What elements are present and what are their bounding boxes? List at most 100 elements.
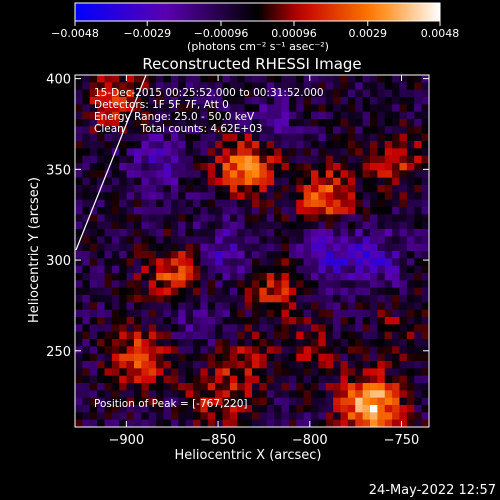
heatmap-cell: [141, 148, 150, 156]
heatmap-cell: [229, 133, 238, 142]
heatmap-cell: [414, 104, 422, 112]
heatmap-cell: [75, 287, 83, 296]
heatmap-cell: [288, 177, 297, 186]
heatmap-cell: [377, 89, 386, 98]
heatmap-cell: [340, 302, 349, 310]
heatmap-cell: [347, 353, 356, 362]
heatmap-cell: [89, 97, 98, 105]
heatmap-cell: [200, 346, 209, 354]
heatmap-cell: [207, 163, 216, 171]
heatmap-cell: [347, 405, 356, 413]
heatmap-cell: [399, 199, 408, 208]
heatmap-cell: [384, 251, 393, 259]
heatmap-cell: [185, 287, 194, 296]
heatmap-cell: [311, 236, 319, 244]
heatmap-cell: [244, 97, 253, 105]
heatmap-cell: [259, 287, 268, 296]
heatmap-cell: [185, 155, 194, 164]
heatmap-cell: [266, 346, 275, 354]
heatmap-cell: [370, 251, 378, 259]
heatmap-cell: [259, 185, 268, 193]
heatmap-cell: [406, 243, 415, 252]
heatmap-cell: [311, 258, 319, 266]
heatmap-cell: [259, 119, 268, 127]
heatmap-cell: [252, 177, 260, 186]
heatmap-cell: [134, 309, 142, 318]
heatmap-cell: [215, 185, 223, 193]
heatmap-cell: [318, 390, 327, 398]
heatmap-cell: [252, 390, 260, 398]
heatmap-cell: [399, 214, 408, 222]
heatmap-cell: [274, 317, 282, 325]
heatmap-cell: [119, 280, 127, 288]
heatmap-cell: [200, 368, 209, 376]
heatmap-cell: [111, 368, 120, 376]
heatmap-cell: [185, 361, 194, 369]
heatmap-cell: [252, 339, 260, 347]
heatmap-cell: [392, 126, 400, 134]
heatmap-cell: [399, 207, 408, 215]
heatmap-cell: [259, 207, 268, 215]
heatmap-cell: [303, 185, 312, 193]
heatmap-cell: [421, 163, 429, 171]
heatmap-cell: [163, 339, 172, 347]
colorbar-tick-label: 0.00096: [271, 27, 317, 40]
heatmap-cell: [141, 192, 150, 200]
heatmap-cell: [421, 397, 429, 406]
heatmap-cell: [148, 295, 157, 303]
heatmap-cell: [156, 251, 164, 259]
heatmap-cell: [377, 236, 386, 244]
heatmap-cell: [156, 397, 164, 406]
heatmap-cell: [399, 383, 408, 391]
heatmap-cell: [414, 221, 422, 230]
heatmap-cell: [111, 243, 120, 252]
heatmap-cell: [281, 302, 290, 310]
heatmap-cell: [97, 207, 105, 215]
heatmap-cell: [97, 82, 105, 90]
heatmap-cell: [392, 229, 400, 237]
heatmap-cell: [163, 141, 172, 149]
heatmap-cell: [266, 126, 275, 134]
heatmap-cell: [384, 368, 393, 376]
heatmap-cell: [384, 236, 393, 244]
heatmap-cell: [215, 412, 223, 420]
heatmap-cell: [325, 111, 334, 120]
heatmap-cell: [156, 75, 164, 83]
heatmap-cell: [311, 295, 319, 303]
heatmap-cell: [89, 177, 98, 186]
heatmap-cell: [406, 177, 415, 186]
heatmap-cell: [126, 170, 135, 178]
heatmap-cell: [185, 302, 194, 310]
heatmap-cell: [392, 383, 400, 391]
heatmap-cell: [370, 375, 378, 384]
heatmap-cell: [126, 221, 135, 230]
heatmap-cell: [318, 89, 327, 98]
heatmap-cell: [229, 375, 238, 384]
heatmap-cell: [252, 280, 260, 288]
heatmap-cell: [163, 126, 172, 134]
heatmap-cell: [362, 317, 371, 325]
heatmap-cell: [89, 368, 98, 376]
heatmap-cell: [244, 185, 253, 193]
heatmap-cell: [244, 236, 253, 244]
heatmap-cell: [200, 163, 209, 171]
heatmap-cell: [104, 104, 113, 112]
heatmap-cell: [399, 361, 408, 369]
heatmap-cell: [170, 185, 179, 193]
heatmap-cell: [274, 97, 282, 105]
heatmap-cell: [104, 236, 113, 244]
heatmap-cell: [266, 82, 275, 90]
heatmap-cell: [333, 155, 341, 164]
heatmap-cell: [288, 331, 297, 340]
heatmap-cell: [414, 155, 422, 164]
heatmap-cell: [333, 331, 341, 340]
heatmap-cell: [392, 141, 400, 149]
heatmap-cell: [134, 295, 142, 303]
heatmap-cell: [193, 405, 201, 413]
heatmap-cell: [266, 75, 275, 83]
heatmap-cell: [134, 104, 142, 112]
heatmap-cell: [82, 251, 91, 259]
heatmap-cell: [303, 192, 312, 200]
heatmap-cell: [333, 346, 341, 354]
heatmap-cell: [384, 265, 393, 274]
